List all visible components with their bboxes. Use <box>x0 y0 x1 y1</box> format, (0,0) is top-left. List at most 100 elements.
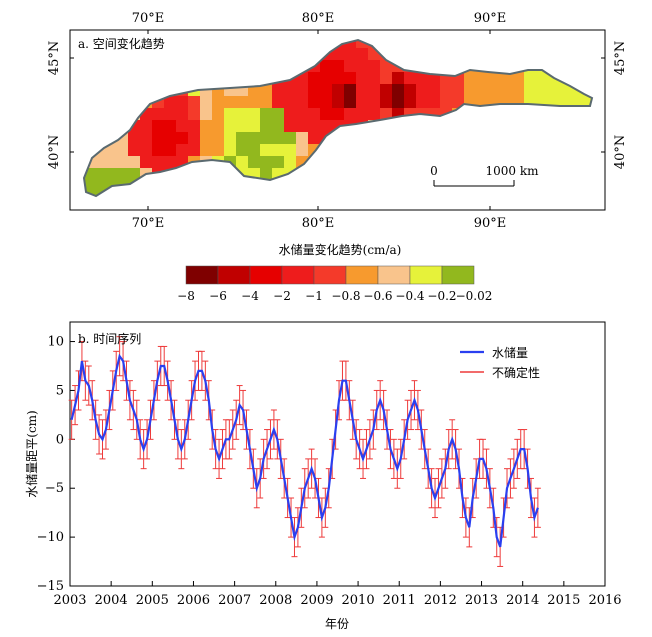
trend-cell <box>452 60 464 72</box>
trend-cell <box>332 60 344 72</box>
trend-cell <box>416 40 428 48</box>
trend-cell <box>164 96 176 108</box>
trend-cell <box>212 48 224 60</box>
trend-cell <box>140 72 152 84</box>
trend-cell <box>440 48 452 60</box>
trend-cell <box>260 192 272 196</box>
legend-labels: −8 −6 −4 −2 −1 −0.8 −0.6 −0.4 −0.2 −0.02 <box>177 289 492 303</box>
trend-cell <box>332 168 344 180</box>
trend-cell <box>452 156 464 168</box>
trend-cell <box>344 180 356 192</box>
trend-cell <box>404 40 416 48</box>
trend-cell <box>512 84 524 96</box>
trend-cell <box>536 84 548 96</box>
trend-cell <box>548 156 560 168</box>
trend-cell <box>260 48 272 60</box>
trend-cell <box>596 36 608 48</box>
trend-cell <box>296 40 308 48</box>
trend-cell <box>404 168 416 180</box>
trend-cell <box>416 96 428 108</box>
trend-cell <box>248 144 260 156</box>
trend-cell <box>356 156 368 168</box>
trend-cell <box>392 144 404 156</box>
plot-frame <box>69 321 606 587</box>
trend-cell <box>164 108 176 120</box>
legend-boundary-label: −6 <box>209 289 227 303</box>
trend-cell <box>404 144 416 156</box>
trend-cell <box>344 132 356 144</box>
trend-cell <box>164 156 176 168</box>
trend-cell <box>560 108 572 120</box>
trend-cell <box>320 40 332 48</box>
scale-bar: 0 1000 km <box>430 164 539 187</box>
trend-cell <box>344 84 356 96</box>
trend-cell <box>368 144 380 156</box>
trend-cell <box>332 84 344 96</box>
trend-cell <box>596 108 608 120</box>
trend-cell <box>92 108 104 120</box>
trend-cell <box>404 96 416 108</box>
trend-cell <box>392 72 404 84</box>
trend-cell <box>500 192 512 196</box>
trend-cell <box>212 60 224 72</box>
trend-cell <box>212 72 224 84</box>
x-tick-label: 2006 <box>177 593 210 608</box>
trend-cell <box>368 192 380 196</box>
trend-cell <box>356 168 368 180</box>
trend-cell <box>84 180 92 192</box>
trend-cell <box>140 84 152 96</box>
trend-cell <box>584 108 592 120</box>
trend-cell <box>296 120 308 132</box>
trend-cell <box>548 84 560 96</box>
trend-cell <box>260 40 272 48</box>
trend-cell <box>488 48 500 60</box>
trend-cell <box>548 144 560 156</box>
trend-cell <box>476 120 488 132</box>
trend-cell <box>344 72 356 84</box>
legend-swatch <box>281 265 315 285</box>
trend-cell <box>440 120 452 132</box>
trend-cell <box>488 144 500 156</box>
trend-cell <box>428 48 440 60</box>
trend-cell <box>176 48 188 60</box>
trend-map-panel: 70°E 70°E 80°E 80°E 90°E 90°E 40°N 40°N 45°N 45°N… <box>47 11 628 303</box>
legend-swatch <box>249 265 283 285</box>
legend-swatches <box>185 265 475 285</box>
trend-cell <box>524 192 536 196</box>
trend-cell <box>596 132 608 144</box>
trend-cell <box>512 40 524 48</box>
trend-cell <box>260 132 272 144</box>
trend-cell <box>368 168 380 180</box>
trend-cell <box>356 84 368 96</box>
trend-cell <box>464 120 476 132</box>
trend-cell <box>152 156 164 168</box>
trend-cell <box>428 96 440 108</box>
trend-cell <box>596 84 608 96</box>
trend-cell <box>92 84 104 96</box>
trend-cell <box>176 40 188 48</box>
trend-cell <box>248 120 260 132</box>
trend-cell <box>500 120 512 132</box>
trend-cell <box>548 168 560 180</box>
trend-cell <box>548 40 560 48</box>
trend-cell <box>512 96 524 108</box>
trend-cell <box>248 180 260 192</box>
trend-cell <box>164 40 176 48</box>
trend-cell <box>488 40 500 48</box>
x-tick-label: 2004 <box>95 593 128 608</box>
trend-cell <box>332 156 344 168</box>
trend-cell <box>356 60 368 72</box>
trend-cell <box>200 96 212 108</box>
trend-cell <box>488 72 500 84</box>
trend-cell <box>84 72 92 84</box>
trend-cell <box>440 192 452 196</box>
map-frame <box>69 29 606 211</box>
trend-cell <box>248 40 260 48</box>
trend-cell <box>584 144 592 156</box>
trend-cell <box>212 168 224 180</box>
trend-cell <box>140 132 152 144</box>
trend-cell <box>356 192 368 196</box>
trend-cell <box>440 72 452 84</box>
trend-cell <box>476 144 488 156</box>
trend-cell <box>332 72 344 84</box>
